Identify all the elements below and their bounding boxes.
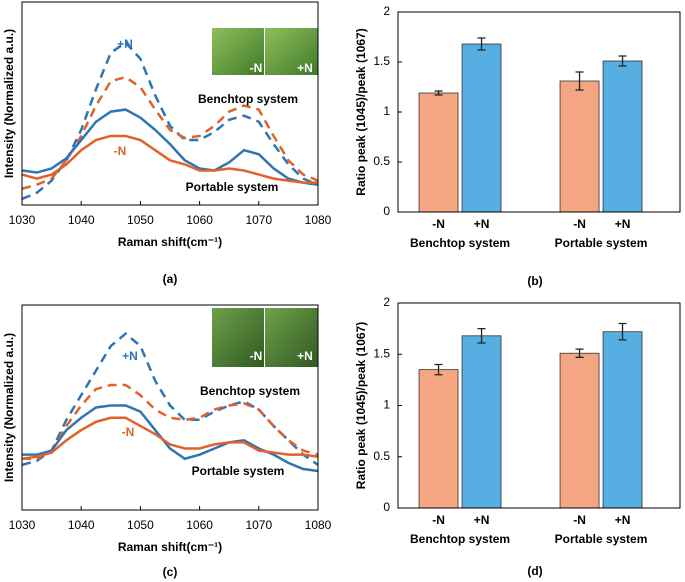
photo-label: -N: [250, 61, 263, 75]
x-tick-label: 1030: [9, 213, 36, 227]
y-tick-label: 1.5: [373, 346, 390, 360]
y-axis-label: Intensity (Normalized a.u.): [2, 29, 16, 178]
series-line: [21, 134, 318, 184]
error-bar: [434, 363, 443, 376]
y-axis-label: Ratio peak (1045)/peak (1067): [354, 322, 368, 489]
group-label: Benchtop system: [410, 236, 510, 250]
x-axis-label: Raman shift(cm⁻¹): [118, 235, 222, 249]
bar-label: +N: [474, 513, 490, 527]
error-bar: [575, 71, 584, 91]
y-tick-label: 0.5: [373, 449, 390, 463]
x-axis-label: Raman shift(cm⁻¹): [118, 540, 222, 554]
bar: [418, 92, 459, 213]
panel-label: (c): [163, 565, 178, 579]
x-tick-label: 1060: [186, 518, 213, 532]
bar-label: -N: [573, 513, 586, 527]
x-tick-label: 1080: [305, 518, 332, 532]
group-label: Portable system: [555, 532, 648, 546]
error-bar: [477, 327, 486, 344]
annotation: +N: [117, 37, 133, 51]
y-tick-label: 1: [383, 104, 390, 118]
y-tick-label: 2: [383, 295, 390, 309]
x-tick-label: 1050: [127, 213, 154, 227]
annotation: +N: [122, 349, 138, 363]
photo-a: [212, 28, 318, 75]
photo-label: -N: [250, 349, 263, 363]
x-tick-label: 1070: [245, 518, 272, 532]
panel-label: (a): [163, 272, 178, 286]
x-tick-label: 1040: [68, 213, 95, 227]
x-tick-label: 1080: [305, 213, 332, 227]
error-bar: [618, 55, 627, 67]
series-line: [21, 332, 319, 467]
bar: [602, 60, 643, 213]
photo-c: [212, 308, 318, 367]
plot-frame: [21, 304, 319, 511]
group-label: Portable system: [555, 236, 648, 250]
photo-label: +N: [297, 61, 313, 75]
bar: [418, 369, 459, 509]
bar: [559, 352, 600, 509]
bar-label: +N: [615, 513, 631, 527]
series-line: [21, 108, 319, 186]
error-bar: [575, 348, 584, 358]
error-bar: [434, 90, 443, 96]
y-axis-label: Ratio peak (1045)/peak (1067): [354, 28, 368, 195]
panel-label: (b): [527, 274, 542, 288]
y-tick-label: 2: [383, 4, 390, 18]
series-line: [22, 383, 319, 460]
error-bar: [477, 37, 486, 51]
annotation: Benchtop system: [200, 384, 300, 398]
y-tick-label: 0: [383, 204, 390, 218]
x-tick-label: 1050: [127, 518, 154, 532]
bar: [602, 331, 643, 509]
plot-frame: [397, 11, 681, 213]
panel-label: (d): [527, 564, 542, 578]
annotation: -N: [114, 144, 127, 158]
series-line: [21, 40, 319, 201]
series-line: [22, 404, 319, 473]
annotation: Portable system: [192, 464, 285, 478]
plot-frame: [21, 1, 319, 206]
y-tick-label: 0: [383, 500, 390, 514]
annotation: Benchtop system: [198, 92, 298, 106]
photo-label: +N: [297, 349, 313, 363]
bar-label: +N: [474, 217, 490, 231]
annotation: -N: [122, 425, 135, 439]
bar-label: +N: [615, 217, 631, 231]
bar: [559, 80, 600, 213]
bar: [461, 335, 502, 509]
series-line: [21, 416, 319, 460]
bar: [461, 43, 502, 213]
bar-label: -N: [432, 513, 445, 527]
error-bar: [618, 322, 627, 341]
y-tick-label: 1: [383, 398, 390, 412]
bar-label: -N: [573, 217, 586, 231]
y-tick-label: 0.5: [373, 154, 390, 168]
bar-label: -N: [432, 217, 445, 231]
annotation: Portable system: [186, 180, 279, 194]
y-tick-label: 1.5: [373, 54, 390, 68]
plot-frame: [397, 302, 681, 509]
group-label: Benchtop system: [410, 532, 510, 546]
x-tick-label: 1060: [186, 213, 213, 227]
y-axis-label: Intensity (Normalized a.u.): [2, 333, 16, 482]
x-tick-label: 1030: [9, 518, 36, 532]
x-tick-label: 1070: [245, 213, 272, 227]
x-tick-label: 1040: [68, 518, 95, 532]
